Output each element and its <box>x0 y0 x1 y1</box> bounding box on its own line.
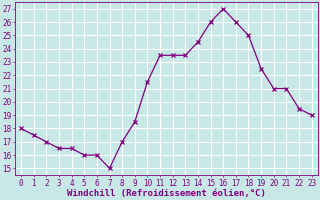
X-axis label: Windchill (Refroidissement éolien,°C): Windchill (Refroidissement éolien,°C) <box>67 189 266 198</box>
